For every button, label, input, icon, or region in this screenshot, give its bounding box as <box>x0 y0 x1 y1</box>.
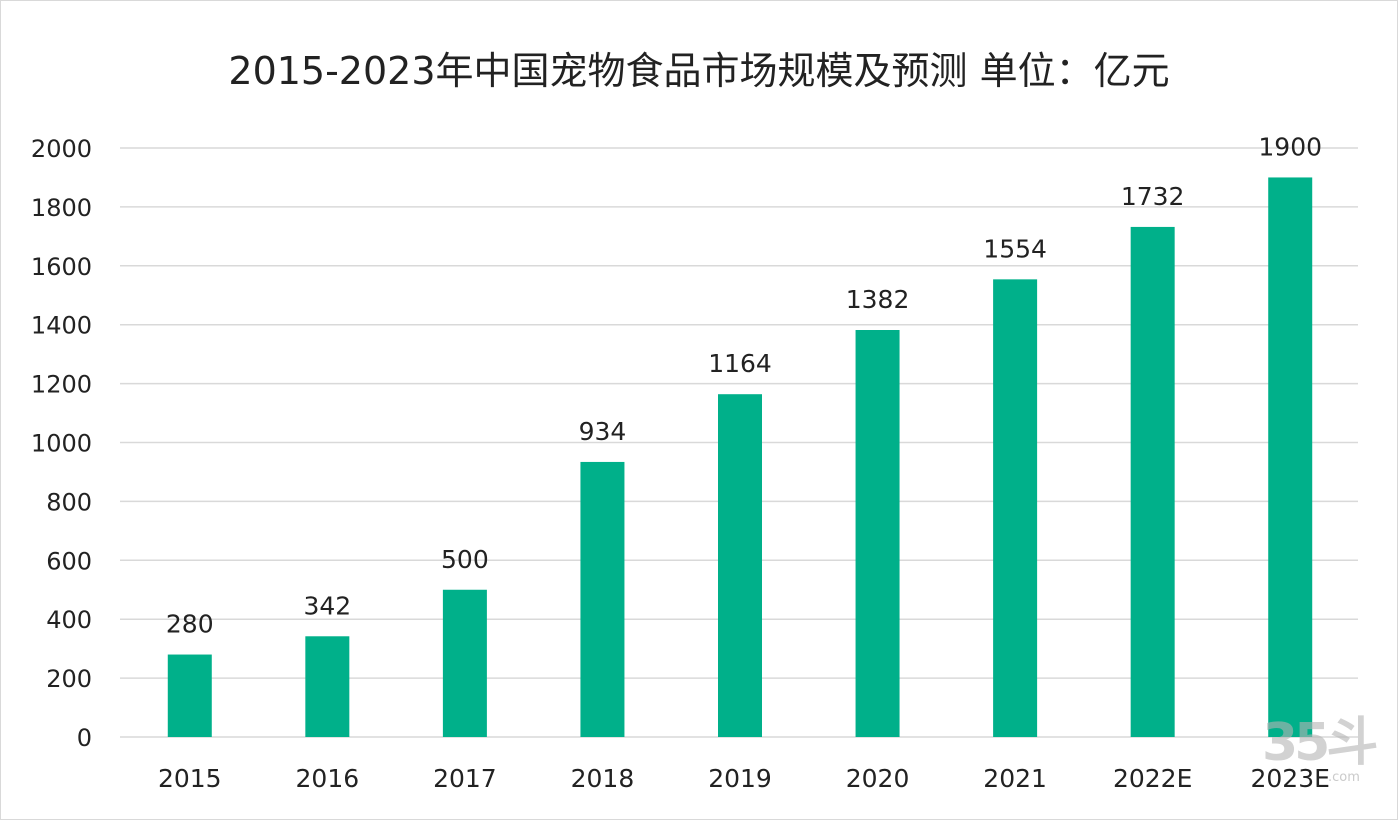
x-tick-label: 2021 <box>983 764 1047 793</box>
x-tick-label: 2015 <box>158 764 222 793</box>
data-label: 342 <box>303 591 351 620</box>
data-label: 1732 <box>1121 182 1185 211</box>
data-label: 1382 <box>846 285 910 314</box>
bar <box>993 279 1038 737</box>
y-tick-label: 800 <box>46 488 92 516</box>
x-tick-label: 2023E <box>1251 764 1330 793</box>
x-tick-label: 2020 <box>846 764 910 793</box>
y-tick-label: 400 <box>46 606 92 634</box>
y-tick-label: 1400 <box>31 312 92 340</box>
bar <box>305 636 350 737</box>
bar <box>718 394 762 737</box>
watermark-logo: 35斗 <box>1262 713 1378 773</box>
data-label: 280 <box>166 610 214 639</box>
bar <box>855 330 900 737</box>
y-tick-label: 600 <box>46 547 92 575</box>
bar <box>1268 177 1313 737</box>
bar <box>167 654 212 737</box>
y-tick-label: 0 <box>77 724 92 752</box>
x-tick-label: 2019 <box>708 764 772 793</box>
x-tick-label: 2022E <box>1113 764 1192 793</box>
watermark-suffix: .com <box>1328 770 1360 785</box>
data-label: 1900 <box>1258 132 1322 161</box>
y-tick-label: 1200 <box>31 371 92 399</box>
data-label: 500 <box>441 545 489 574</box>
x-tick-label: 2016 <box>296 764 360 793</box>
bar <box>580 461 625 737</box>
y-tick-label: 2000 <box>31 135 92 163</box>
y-tick-label: 1800 <box>31 194 92 222</box>
bar <box>442 589 487 737</box>
x-tick-label: 2017 <box>433 764 497 793</box>
x-tick-label: 2018 <box>571 764 635 793</box>
y-tick-label: 1600 <box>31 253 92 281</box>
y-tick-label: 1000 <box>31 430 92 458</box>
y-tick-label: 200 <box>46 665 92 693</box>
data-label: 934 <box>579 417 627 446</box>
bar <box>1130 226 1175 737</box>
data-label: 1164 <box>708 349 772 378</box>
chart-title: 2015-2023年中国宠物食品市场规模及预测 单位：亿元 <box>228 49 1170 93</box>
data-label: 1554 <box>983 234 1047 263</box>
